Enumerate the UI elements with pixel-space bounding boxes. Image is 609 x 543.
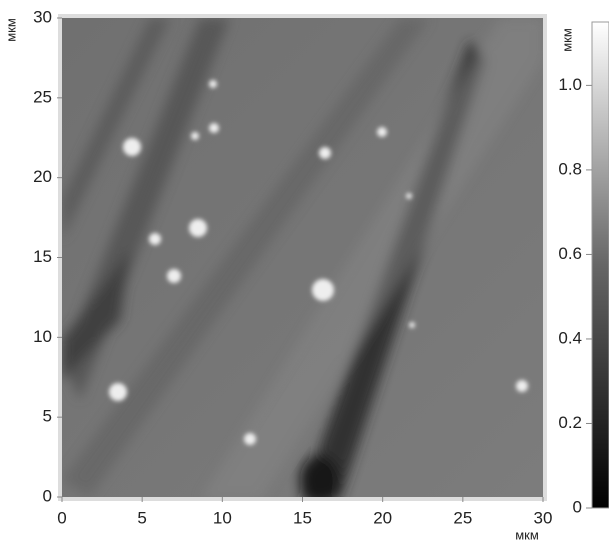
x-tick-label: 15	[293, 508, 312, 527]
y-tick-label: 20	[33, 167, 52, 186]
x-tick-label: 5	[137, 508, 146, 527]
colorbar-label: мкм	[559, 28, 574, 52]
colorbar-tick-label: 0	[573, 497, 582, 516]
afm-image	[62, 18, 543, 497]
y-axis-label: мкм	[3, 18, 18, 42]
y-tick-label: 25	[33, 87, 52, 106]
x-tick-label: 25	[453, 508, 472, 527]
x-tick-label: 30	[534, 508, 553, 527]
y-tick-label: 15	[33, 247, 52, 266]
colorbar-tick-label: 1.0	[558, 75, 582, 94]
colorbar-tick-label: 0.2	[558, 413, 582, 432]
x-axis-label: мкм	[515, 527, 539, 542]
y-tick-label: 5	[43, 407, 52, 426]
y-tick-label: 10	[33, 327, 52, 346]
y-tick-label: 0	[43, 486, 52, 505]
x-tick-label: 20	[373, 508, 392, 527]
x-tick-label: 0	[57, 508, 66, 527]
colorbar	[591, 21, 609, 509]
x-tick-label: 10	[213, 508, 232, 527]
colorbar-tick-label: 0.6	[558, 244, 582, 263]
colorbar-tick-label: 0.4	[558, 328, 582, 347]
colorbar-tick-label: 0.8	[558, 159, 582, 178]
y-tick-label: 30	[33, 7, 52, 26]
